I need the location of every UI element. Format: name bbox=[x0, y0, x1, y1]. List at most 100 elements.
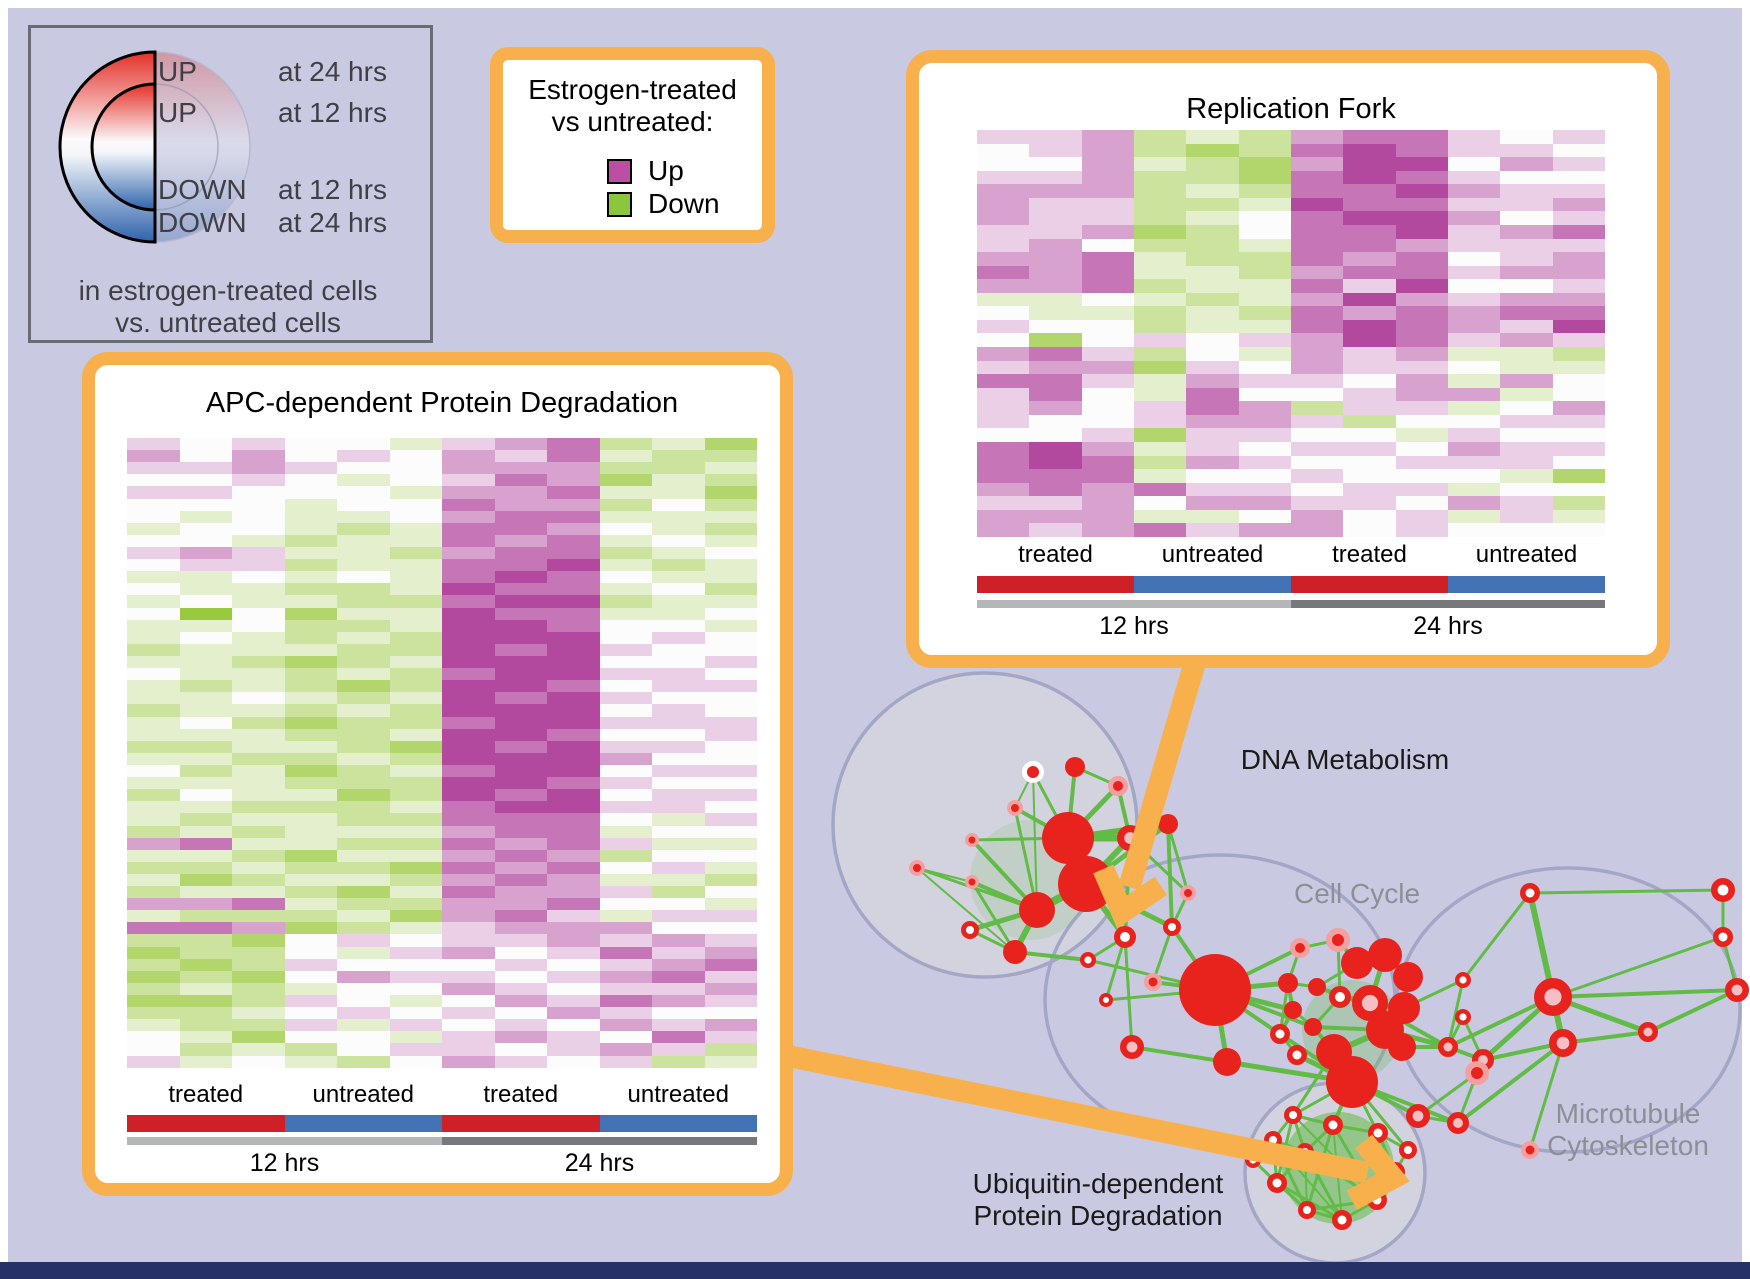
heatmap-row bbox=[977, 184, 1605, 198]
heatmap-cell bbox=[652, 970, 705, 983]
heatmap-cell bbox=[652, 849, 705, 862]
heatmap-cell bbox=[1395, 360, 1448, 375]
heatmap-cell bbox=[232, 764, 285, 778]
heatmap-cell bbox=[547, 1031, 600, 1044]
heatmap-cell bbox=[977, 157, 1030, 171]
heatmap-cell bbox=[652, 534, 705, 547]
heatmap-cell bbox=[599, 510, 652, 523]
heatmap-cell bbox=[547, 655, 600, 669]
heatmap-cell bbox=[232, 995, 285, 1008]
heatmap-cell bbox=[389, 946, 442, 959]
rf-group-label-1: treated bbox=[1018, 541, 1093, 568]
heatmap-cell bbox=[232, 777, 285, 790]
heatmap-cell bbox=[179, 692, 232, 705]
heatmap-cell bbox=[1290, 211, 1344, 225]
heatmap-cell bbox=[494, 438, 547, 451]
heatmap-cell bbox=[1133, 130, 1187, 144]
heatmap-cell bbox=[442, 777, 495, 790]
heatmap-cell bbox=[1133, 496, 1187, 510]
heatmap-cell bbox=[704, 607, 757, 620]
heatmap-cell bbox=[442, 583, 495, 596]
heatmap-cell bbox=[442, 534, 495, 547]
heatmap-cell bbox=[494, 546, 547, 560]
heatmap-cell bbox=[652, 752, 705, 765]
heatmap-cell bbox=[127, 740, 180, 753]
heatmap-cell bbox=[337, 595, 390, 608]
heatmap-cell bbox=[442, 1019, 495, 1032]
heatmap-cell bbox=[652, 438, 705, 451]
heatmap-cell bbox=[179, 704, 232, 717]
heatmap-cell bbox=[284, 438, 337, 451]
heatmap-cell bbox=[494, 474, 547, 487]
heatmap-cell bbox=[977, 414, 1030, 429]
heatmap-cell bbox=[977, 482, 1030, 497]
heatmap-cell bbox=[494, 692, 547, 705]
heatmap-cell bbox=[389, 825, 442, 838]
heatmap-cell bbox=[977, 374, 1030, 388]
heatmap-cell bbox=[1500, 523, 1553, 537]
heatmap-cell bbox=[389, 995, 442, 1008]
heatmap-cell bbox=[652, 559, 705, 572]
heatmap-cell bbox=[1343, 157, 1396, 171]
heatmap-cell bbox=[1290, 143, 1344, 158]
heatmap-cell bbox=[232, 789, 285, 802]
heatmap-cell bbox=[599, 910, 652, 923]
heatmap-row bbox=[127, 1007, 757, 1020]
network-edge bbox=[1552, 988, 1738, 999]
heatmap-cell bbox=[127, 958, 180, 971]
network-node-solid bbox=[1158, 814, 1178, 834]
network-node-open bbox=[1713, 927, 1733, 947]
heatmap-cell bbox=[1343, 441, 1396, 456]
heatmap-cell bbox=[127, 510, 180, 523]
heatmap-cell bbox=[704, 498, 757, 511]
heatmap-cell bbox=[977, 197, 1030, 212]
network-edge bbox=[1528, 1042, 1565, 1151]
heatmap-cell bbox=[977, 279, 1030, 293]
heatmap-row bbox=[127, 522, 757, 535]
heatmap-cell bbox=[704, 631, 757, 644]
heatmap-cell bbox=[337, 861, 390, 874]
heatmap-cell bbox=[127, 898, 180, 911]
heatmap-cell bbox=[1447, 455, 1501, 470]
heatmap-cell bbox=[1081, 265, 1134, 280]
heatmap-cell bbox=[389, 752, 442, 765]
heatmap-cell bbox=[494, 1007, 547, 1020]
heatmap-cell bbox=[1081, 441, 1134, 456]
network-node-open bbox=[1297, 1200, 1316, 1219]
heatmap-cell bbox=[127, 995, 180, 1008]
updown-legend-title-line1: Estrogen-treated bbox=[528, 74, 737, 105]
heatmap-cell bbox=[1447, 197, 1501, 212]
heatmap-cell bbox=[127, 692, 180, 705]
heatmap-row bbox=[977, 360, 1605, 375]
heatmap-cell bbox=[1500, 252, 1553, 266]
heatmap-cell bbox=[1238, 197, 1291, 212]
heatmap-cell bbox=[127, 764, 180, 778]
heatmap-cell bbox=[1343, 252, 1396, 266]
heatmap-cell bbox=[284, 849, 337, 862]
treated-bar bbox=[1291, 576, 1448, 593]
heatmap-cell bbox=[1186, 347, 1239, 361]
heatmap-cell bbox=[977, 441, 1030, 456]
heatmap-cell bbox=[1395, 211, 1448, 225]
heatmap-cell bbox=[127, 704, 180, 717]
heatmap-cell bbox=[652, 1019, 705, 1032]
heatmap-cell bbox=[652, 728, 705, 741]
heatmap-cell bbox=[1238, 455, 1291, 470]
heatmap-cell bbox=[442, 752, 495, 765]
network-node-open bbox=[1367, 1190, 1387, 1210]
heatmap-cell bbox=[1186, 333, 1239, 347]
heatmap-cell bbox=[599, 1055, 652, 1068]
heatmap-cell bbox=[1029, 509, 1082, 524]
heatmap-cell bbox=[547, 704, 600, 717]
network-node-open bbox=[1385, 1162, 1405, 1182]
heatmap-row bbox=[127, 849, 757, 862]
heatmap-cell bbox=[389, 740, 442, 753]
heatmap-cell bbox=[127, 450, 180, 463]
heatmap-cell bbox=[599, 668, 652, 681]
heatmap-cell bbox=[232, 970, 285, 983]
heatmap-cell bbox=[704, 462, 757, 475]
heatmap-cell bbox=[1290, 374, 1344, 388]
heatmap-row bbox=[977, 319, 1605, 334]
heatmap-cell bbox=[1552, 265, 1605, 280]
heatmap-cell bbox=[1552, 374, 1605, 388]
